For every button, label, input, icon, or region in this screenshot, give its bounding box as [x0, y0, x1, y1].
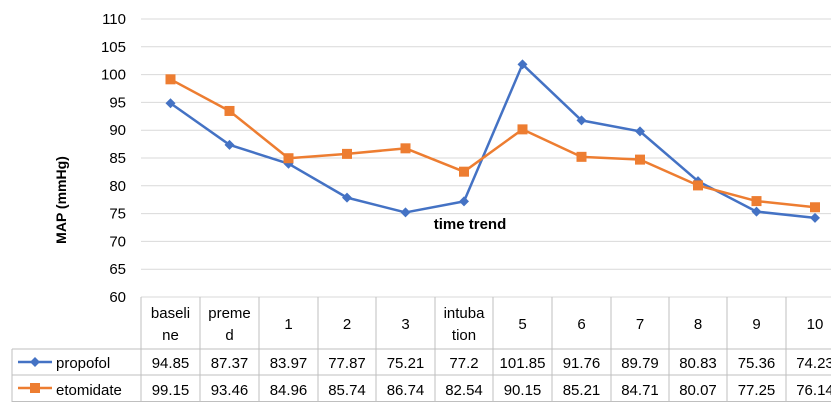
table-value-cell: 84.96 [270, 382, 308, 399]
data-point [342, 192, 352, 203]
table-value-cell: 76.14 [796, 382, 831, 399]
table-value-cell: 85.74 [328, 382, 366, 399]
data-point [459, 166, 469, 177]
data-point [693, 180, 703, 191]
x-category-label: 9 [752, 316, 760, 333]
table-value-cell: 89.79 [621, 355, 659, 372]
x-category-label: d [225, 327, 233, 344]
x-category-label: 6 [577, 316, 585, 333]
y-tick-label: 70 [109, 233, 126, 250]
table-value-cell: 80.83 [679, 355, 717, 372]
table-value-cell: 77.87 [328, 355, 366, 372]
x-category-label: 1 [284, 316, 292, 333]
data-point [810, 202, 820, 213]
table-value-cell: 91.76 [563, 355, 601, 372]
y-tick-label: 60 [109, 289, 126, 306]
table-value-cell: 75.21 [387, 355, 425, 372]
series-line-etomidate [169, 78, 816, 209]
data-point [165, 98, 176, 109]
data-point [400, 207, 411, 218]
table-value-cell: 86.74 [387, 382, 425, 399]
data-point [576, 151, 587, 162]
y-tick-label: 90 [109, 122, 126, 139]
table-value-cell: 82.54 [445, 382, 483, 399]
table-value-cell: 93.46 [211, 382, 249, 399]
table-value-cell: 75.36 [738, 355, 776, 372]
x-category-label: 3 [401, 316, 409, 333]
table-value-cell: 87.37 [211, 355, 249, 372]
y-tick-label: 85 [109, 150, 126, 167]
data-point [635, 126, 645, 137]
table-value-cell: 77.2 [449, 355, 478, 372]
x-category-label: baseli [151, 305, 190, 322]
y-tick-label: 100 [101, 67, 126, 84]
x-category-label: 8 [694, 316, 702, 333]
legend-series-name: etomidate [56, 382, 122, 399]
data-point [224, 139, 235, 150]
legend-key-marker [30, 357, 40, 367]
data-point [635, 154, 645, 165]
legend-series-name: propofol [56, 355, 110, 372]
data-point [459, 196, 469, 207]
y-tick-label: 75 [109, 206, 126, 223]
x-category-label: 7 [636, 316, 644, 333]
y-axis-title: MAP (mmHg) [53, 156, 69, 244]
y-tick-label: 65 [109, 261, 126, 278]
x-category-label: ne [162, 327, 179, 344]
y-tick-label: 80 [109, 178, 126, 195]
x-category-label: intuba [444, 305, 486, 322]
table-value-cell: 74.23 [796, 355, 831, 372]
x-category-label: 5 [518, 316, 526, 333]
table-value-cell: 77.25 [738, 382, 776, 399]
x-axis-title: time trend [434, 216, 507, 233]
data-point [751, 196, 762, 207]
table-value-cell: 83.97 [270, 355, 308, 372]
chart-grid [141, 18, 831, 298]
data-point [810, 212, 820, 223]
table-value-cell: 99.15 [152, 382, 190, 399]
y-axis-ticks: 60 65 70 75 80 85 90 95 100 105 110 [101, 11, 126, 306]
table-value-cell: 85.21 [563, 382, 601, 399]
x-category-label: 2 [343, 316, 351, 333]
table-value-cell: 84.71 [621, 382, 659, 399]
data-point [517, 59, 528, 70]
data-point [283, 153, 294, 164]
table-value-cell: 94.85 [152, 355, 190, 372]
data-point [751, 206, 762, 217]
y-tick-label: 105 [101, 39, 126, 56]
series-line-propofol [169, 63, 816, 220]
table-value-cell: 80.07 [679, 382, 717, 399]
table-value-cell: 90.15 [504, 382, 542, 399]
y-tick-label: 95 [109, 94, 126, 111]
x-category-label: tion [452, 327, 476, 344]
data-point [165, 74, 176, 85]
data-point [517, 124, 528, 135]
data-table: baseli ne preme d 1 2 3 intuba tion 5 6 7 8 9 10 propof… [11, 297, 831, 402]
data-point [576, 115, 587, 126]
data-point [400, 143, 411, 154]
table-value-cell: 101.85 [500, 355, 546, 372]
x-category-label: preme [208, 305, 251, 322]
x-category-label: 10 [807, 316, 824, 333]
plot-lines [165, 59, 820, 223]
legend-key-marker [30, 383, 40, 393]
y-tick-label: 110 [102, 11, 126, 28]
data-point [342, 148, 352, 159]
data-point [224, 105, 235, 116]
